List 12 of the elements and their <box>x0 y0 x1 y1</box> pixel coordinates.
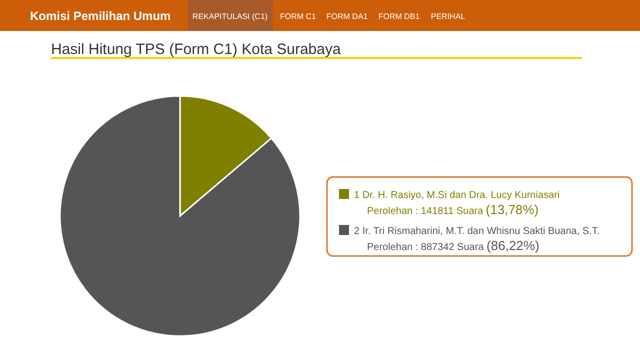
chart-title: Hasil Hitung TPS (Form C1) Kota Surabaya <box>51 41 342 58</box>
text: FORM DA1 <box>326 12 368 21</box>
text: REKAPITULASI (C1) <box>192 12 268 21</box>
data-label: Perolehan : 141811 Suara (13,78%) <box>367 202 539 217</box>
text: Komisi Pemilihan Umum <box>30 9 171 23</box>
text: FORM DB1 <box>378 12 420 21</box>
text: PERIHAL <box>430 12 466 21</box>
legend-label: 1 Dr. H. Rasiyo, M.Si dan Dra. Lucy Kurniasari <box>354 190 560 201</box>
legend-label: 2 Ir. Tri Rismaharini, M.T. dan Whisnu Sakti Buana, S.T. <box>354 226 600 237</box>
pie-slice <box>59 95 301 337</box>
data-label: Perolehan : 887342 Suara (86,22%) <box>367 238 540 253</box>
text: FORM C1 <box>280 12 317 21</box>
